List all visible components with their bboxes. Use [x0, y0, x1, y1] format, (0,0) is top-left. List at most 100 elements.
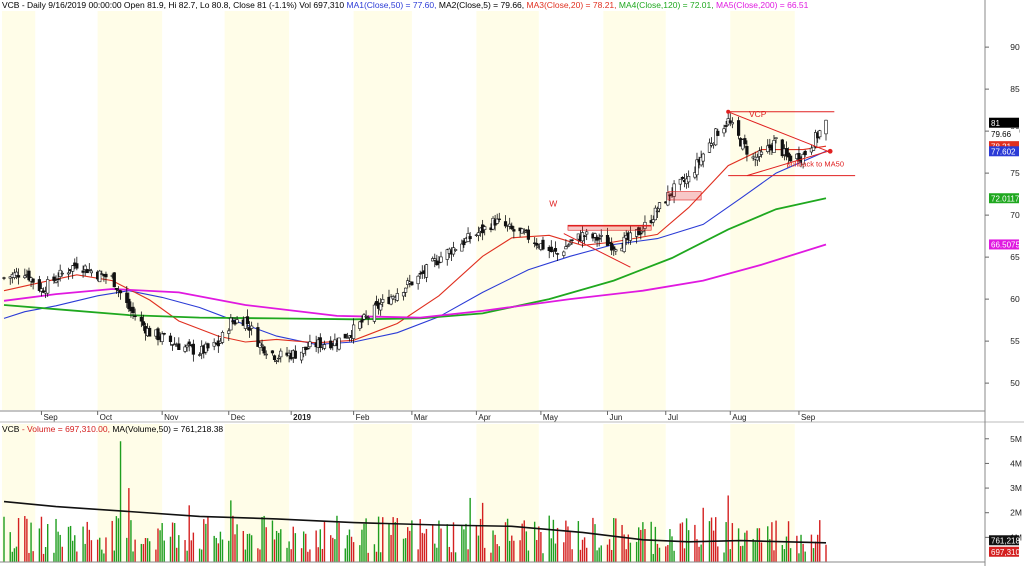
- annotation-w: W: [549, 199, 557, 209]
- volume-bar: [773, 550, 775, 562]
- candle-body: [549, 246, 553, 253]
- volume-header: VCB - Volume = 697,310.00, MA(Volume,50)…: [2, 424, 223, 434]
- volume-bar: [739, 546, 742, 562]
- price-axis-labels: 505560657075808590: [985, 42, 1020, 388]
- volume-header-symbol: VCB: [2, 424, 20, 434]
- ma5-tag-bg: [989, 239, 1019, 250]
- candle-body: [599, 235, 603, 237]
- volume-bar: [373, 544, 376, 562]
- candle-body: [401, 292, 406, 297]
- volume-bar: [804, 551, 806, 562]
- candle-body: [185, 344, 189, 348]
- candle-body: [637, 227, 641, 236]
- candle-body: [597, 237, 601, 240]
- volume-bar: [712, 530, 715, 562]
- candle-body: [187, 341, 191, 345]
- volume-bar: [236, 524, 238, 562]
- volume-bar: [375, 551, 378, 562]
- candle-body: [786, 152, 791, 158]
- volume-bar: [404, 538, 407, 562]
- candle-body: [564, 246, 568, 250]
- volume-bar: [715, 517, 717, 562]
- moving-average-lines: [3, 145, 827, 346]
- volume-bar: [756, 528, 759, 562]
- volume-bar: [55, 518, 57, 562]
- volume-bar: [511, 535, 513, 562]
- candle-body: [707, 142, 712, 153]
- volume-bar: [431, 524, 434, 562]
- volume-bar: [783, 549, 786, 562]
- volume-bar: [246, 533, 249, 562]
- resistance-box: [567, 224, 652, 231]
- candle-body: [270, 350, 275, 354]
- candle-body: [743, 138, 747, 145]
- candle-body: [127, 298, 131, 310]
- candle-body: [526, 229, 531, 240]
- volume-bar: [388, 523, 390, 562]
- volume-bar: [232, 515, 234, 562]
- volume-bar: [53, 552, 55, 562]
- volume-bar: [307, 551, 309, 562]
- volume-bar: [365, 518, 367, 562]
- candle-body: [114, 288, 118, 290]
- candle-body: [460, 243, 464, 252]
- volume-bar: [396, 518, 399, 562]
- header-ma5: MA5(Close,200) = 66.51: [713, 0, 809, 10]
- month-tick-label: Sep: [43, 413, 58, 422]
- volume-bar: [215, 537, 217, 562]
- volume-bar: [548, 515, 550, 562]
- volume-bar: [101, 549, 103, 562]
- volume-bar: [155, 549, 157, 562]
- volume-bar: [40, 516, 43, 562]
- volume-bar: [17, 518, 20, 562]
- volume-bar: [554, 543, 557, 562]
- candle-body: [46, 279, 50, 294]
- month-tick-label: Aug: [732, 413, 746, 422]
- candle-body: [687, 175, 691, 183]
- candle-body: [593, 233, 597, 238]
- header-info: - Daily 9/16/2019 00:00:00 Open 81.9, Hi…: [19, 0, 345, 10]
- candle-body: [655, 210, 660, 213]
- candle-body: [275, 360, 279, 362]
- candle-body: [379, 303, 383, 311]
- candle-body: [306, 347, 310, 350]
- volume-bar: [484, 547, 486, 562]
- candlesticks: [2, 111, 828, 365]
- volume-bar: [244, 549, 247, 562]
- volume-bar: [113, 550, 115, 562]
- volume-bar: [271, 520, 274, 562]
- candle-body: [555, 253, 560, 255]
- candle-body: [83, 265, 87, 270]
- volume-bar: [538, 526, 540, 562]
- ma1-tag-bg: [989, 146, 1019, 157]
- volume-bar: [577, 521, 580, 562]
- candle-body: [772, 140, 776, 153]
- volume-bar: [540, 531, 542, 562]
- candle-body: [759, 151, 764, 155]
- month-tick-label: Nov: [164, 413, 178, 422]
- header-ma1: MA1(Close,50) = 77.60,: [344, 0, 437, 10]
- candle-body: [343, 333, 347, 339]
- volume-bar: [600, 545, 602, 562]
- volume-bar: [446, 524, 448, 562]
- volume-bar: [731, 523, 734, 562]
- close-tag: 81: [991, 119, 1000, 128]
- candle-body: [668, 194, 672, 197]
- candle-body: [85, 269, 89, 274]
- volume-bar: [667, 545, 669, 562]
- volume-bar: [198, 548, 201, 562]
- volume-bar: [392, 517, 394, 562]
- volume-bar: [810, 534, 813, 562]
- volume-bar: [213, 535, 215, 562]
- candle-body: [227, 330, 231, 334]
- volume-bar: [723, 552, 725, 562]
- candle-body: [118, 290, 123, 294]
- volume-bar: [727, 495, 729, 562]
- candle-body: [250, 325, 254, 329]
- candle-body: [741, 139, 745, 150]
- volume-bar: [625, 549, 627, 562]
- candle-body: [39, 288, 44, 292]
- volume-bar: [140, 543, 143, 562]
- volume-bar: [259, 549, 261, 562]
- volume-bar: [242, 530, 245, 562]
